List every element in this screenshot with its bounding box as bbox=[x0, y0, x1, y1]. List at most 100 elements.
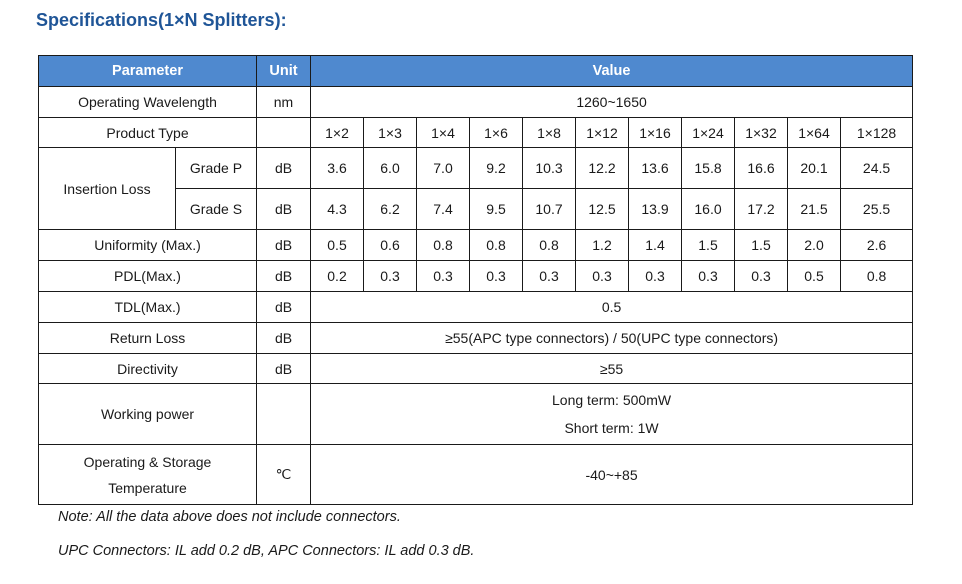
param-insertion-loss: Insertion Loss bbox=[38, 147, 176, 230]
note-connectors: Note: All the data above does not includ… bbox=[58, 509, 401, 525]
grade-s-cell: 10.7 bbox=[522, 188, 576, 230]
param-operating-wavelength: Operating Wavelength bbox=[38, 86, 257, 118]
pdl-cell: 0.3 bbox=[681, 260, 735, 292]
uniformity-cell: 0.5 bbox=[310, 229, 364, 261]
grade-p-cell: 16.6 bbox=[734, 147, 788, 189]
pdl-cell: 0.3 bbox=[363, 260, 417, 292]
grade-p-cell: 3.6 bbox=[310, 147, 364, 189]
grade-s-cell: 25.5 bbox=[839, 188, 914, 230]
temperature-label-line2: Temperature bbox=[108, 479, 187, 496]
param-pdl: PDL(Max.) bbox=[38, 260, 257, 292]
grade-p-cell: 12.2 bbox=[575, 147, 629, 189]
specifications-table: Parameter Unit Value Operating Wavelengt… bbox=[38, 55, 914, 505]
row-insertion-loss-grade-s: Grade S dB 4.3 6.2 7.4 9.5 10.7 12.5 13.… bbox=[39, 188, 914, 230]
grade-p-cell: 15.8 bbox=[681, 147, 735, 189]
uniformity-cell: 1.5 bbox=[681, 229, 735, 261]
product-type-cell: 1×8 bbox=[522, 117, 576, 148]
product-type-cell: 1×4 bbox=[416, 117, 470, 148]
pdl-cell: 0.8 bbox=[839, 260, 914, 292]
param-working-power: Working power bbox=[38, 383, 257, 445]
product-type-cell: 1×128 bbox=[839, 117, 914, 148]
unit-directivity: dB bbox=[256, 353, 311, 384]
row-pdl: PDL(Max.) dB 0.2 0.3 0.3 0.3 0.3 0.3 0.3… bbox=[38, 260, 914, 292]
pdl-cell: 0.5 bbox=[787, 260, 841, 292]
pdl-cell: 0.3 bbox=[628, 260, 682, 292]
column-header-value: Value bbox=[309, 55, 914, 87]
uniformity-cell: 2.6 bbox=[839, 229, 914, 261]
param-tdl: TDL(Max.) bbox=[38, 291, 257, 323]
unit-grade-s: dB bbox=[256, 188, 311, 230]
param-product-type: Product Type bbox=[38, 117, 257, 148]
value-working-power: Long term: 500mW Short term: 1W bbox=[309, 383, 914, 445]
grade-p-cell: 13.6 bbox=[628, 147, 682, 189]
pdl-cell: 0.3 bbox=[734, 260, 788, 292]
value-directivity: ≥55 bbox=[309, 353, 914, 384]
grade-s-cell: 16.0 bbox=[681, 188, 735, 230]
pdl-cell: 0.3 bbox=[522, 260, 576, 292]
grade-p-cell: 10.3 bbox=[522, 147, 576, 189]
working-power-short-term: Short term: 1W bbox=[564, 420, 659, 436]
product-type-cell: 1×64 bbox=[787, 117, 841, 148]
grade-s-cell: 7.4 bbox=[416, 188, 470, 230]
product-type-cell: 1×32 bbox=[734, 117, 788, 148]
uniformity-cell: 2.0 bbox=[787, 229, 841, 261]
uniformity-cell: 1.2 bbox=[575, 229, 629, 261]
row-insertion-loss-grade-p: Insertion Loss Grade P dB 3.6 6.0 7.0 9.… bbox=[38, 147, 914, 230]
param-return-loss: Return Loss bbox=[38, 322, 257, 354]
page-title: Specifications(1×N Splitters): bbox=[36, 10, 287, 30]
value-return-loss: ≥55(APC type connectors) / 50(UPC type c… bbox=[309, 322, 914, 354]
temperature-label-line1: Operating & Storage bbox=[83, 453, 212, 470]
row-temperature: Operating & Storage Temperature ℃ -40~+8… bbox=[38, 444, 914, 505]
uniformity-cell: 1.4 bbox=[628, 229, 682, 261]
unit-pdl: dB bbox=[256, 260, 311, 292]
unit-working-power bbox=[256, 383, 311, 445]
working-power-long-term: Long term: 500mW bbox=[552, 392, 672, 408]
unit-temperature: ℃ bbox=[256, 444, 311, 505]
note-il-add: UPC Connectors: IL add 0.2 dB, APC Conne… bbox=[58, 543, 475, 559]
row-uniformity: Uniformity (Max.) dB 0.5 0.6 0.8 0.8 0.8… bbox=[38, 229, 914, 261]
column-header-parameter: Parameter bbox=[38, 55, 257, 87]
unit-tdl: dB bbox=[256, 291, 311, 323]
product-type-cell: 1×2 bbox=[310, 117, 364, 148]
param-temperature: Operating & Storage Temperature bbox=[38, 444, 257, 505]
pdl-cell: 0.3 bbox=[416, 260, 470, 292]
unit-operating-wavelength: nm bbox=[256, 86, 311, 118]
row-working-power: Working power Long term: 500mW Short ter… bbox=[38, 383, 914, 445]
unit-uniformity: dB bbox=[256, 229, 311, 261]
unit-return-loss: dB bbox=[256, 322, 311, 354]
notes-section: Note: All the data above does not includ… bbox=[58, 509, 474, 577]
row-operating-wavelength: Operating Wavelength nm 1260~1650 bbox=[38, 86, 914, 118]
grade-s-cell: 4.3 bbox=[310, 188, 364, 230]
unit-grade-p: dB bbox=[256, 147, 311, 189]
row-tdl: TDL(Max.) dB 0.5 bbox=[38, 291, 914, 323]
grade-p-cell: 24.5 bbox=[839, 147, 914, 189]
param-uniformity: Uniformity (Max.) bbox=[38, 229, 257, 261]
row-directivity: Directivity dB ≥55 bbox=[38, 353, 914, 384]
grade-s-cell: 12.5 bbox=[575, 188, 629, 230]
grade-p-cell: 6.0 bbox=[363, 147, 417, 189]
row-return-loss: Return Loss dB ≥55(APC type connectors) … bbox=[38, 322, 914, 354]
pdl-cell: 0.2 bbox=[310, 260, 364, 292]
product-type-cell: 1×16 bbox=[628, 117, 682, 148]
uniformity-cell: 0.8 bbox=[522, 229, 576, 261]
uniformity-cell: 0.6 bbox=[363, 229, 417, 261]
grade-s-cell: 13.9 bbox=[628, 188, 682, 230]
grade-s-cell: 6.2 bbox=[363, 188, 417, 230]
grade-p-cell: 9.2 bbox=[469, 147, 523, 189]
grade-s-cell: 9.5 bbox=[469, 188, 523, 230]
param-grade-s: Grade S bbox=[175, 188, 257, 230]
unit-product-type bbox=[256, 117, 311, 148]
row-product-type: Product Type 1×2 1×3 1×4 1×6 1×8 1×12 1×… bbox=[38, 117, 914, 148]
pdl-cell: 0.3 bbox=[575, 260, 629, 292]
product-type-cell: 1×3 bbox=[363, 117, 417, 148]
value-temperature: -40~+85 bbox=[309, 444, 914, 505]
grade-p-cell: 7.0 bbox=[416, 147, 470, 189]
pdl-cell: 0.3 bbox=[469, 260, 523, 292]
column-header-unit: Unit bbox=[256, 55, 311, 87]
uniformity-cell: 1.5 bbox=[734, 229, 788, 261]
product-type-cell: 1×12 bbox=[575, 117, 629, 148]
header-row: Parameter Unit Value bbox=[38, 55, 914, 87]
param-directivity: Directivity bbox=[38, 353, 257, 384]
grade-p-cell: 20.1 bbox=[787, 147, 841, 189]
